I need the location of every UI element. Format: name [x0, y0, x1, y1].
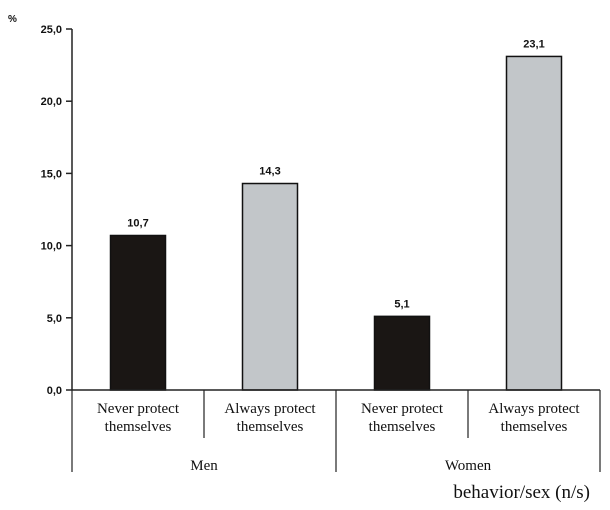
bar — [505, 55, 563, 391]
category-label: themselves — [369, 419, 436, 435]
group-label: Women — [445, 458, 492, 474]
category-label: themselves — [105, 419, 172, 435]
y-tick-label: 10,0 — [41, 241, 62, 253]
category-label: Always protect — [488, 401, 580, 417]
y-tick-label: 15,0 — [41, 168, 62, 180]
y-tick-label: 20,0 — [41, 96, 62, 108]
y-axis: 0,0 5,0 10,0 15,0 20,0 25,0 — [41, 24, 73, 397]
bar-value-label: 10,7 — [127, 217, 148, 229]
bar-value-label: 5,1 — [394, 298, 409, 310]
bar-value-label: 14,3 — [259, 166, 280, 178]
bar-value-label: 23,1 — [523, 38, 544, 50]
category-label: Never protect — [361, 401, 444, 417]
category-label: themselves — [501, 419, 568, 435]
category-label: Never protect — [97, 401, 180, 417]
group-label: Men — [190, 458, 218, 474]
category-label: themselves — [237, 419, 304, 435]
x-axis: Never protect themselves Always protect the… — [71, 389, 601, 474]
y-tick-label: 25,0 — [41, 24, 62, 36]
bar — [373, 315, 431, 391]
bar — [109, 234, 167, 391]
y-tick-label: 0,0 — [47, 385, 62, 397]
bars: 10,7 14,3 5,1 23,1 — [109, 38, 563, 391]
y-tick-label: 5,0 — [47, 313, 62, 325]
x-axis-label: behavior/sex (n/s) — [453, 482, 590, 503]
bar — [241, 182, 299, 391]
category-label: Always protect — [224, 401, 316, 417]
y-axis-label: % — [8, 14, 17, 25]
